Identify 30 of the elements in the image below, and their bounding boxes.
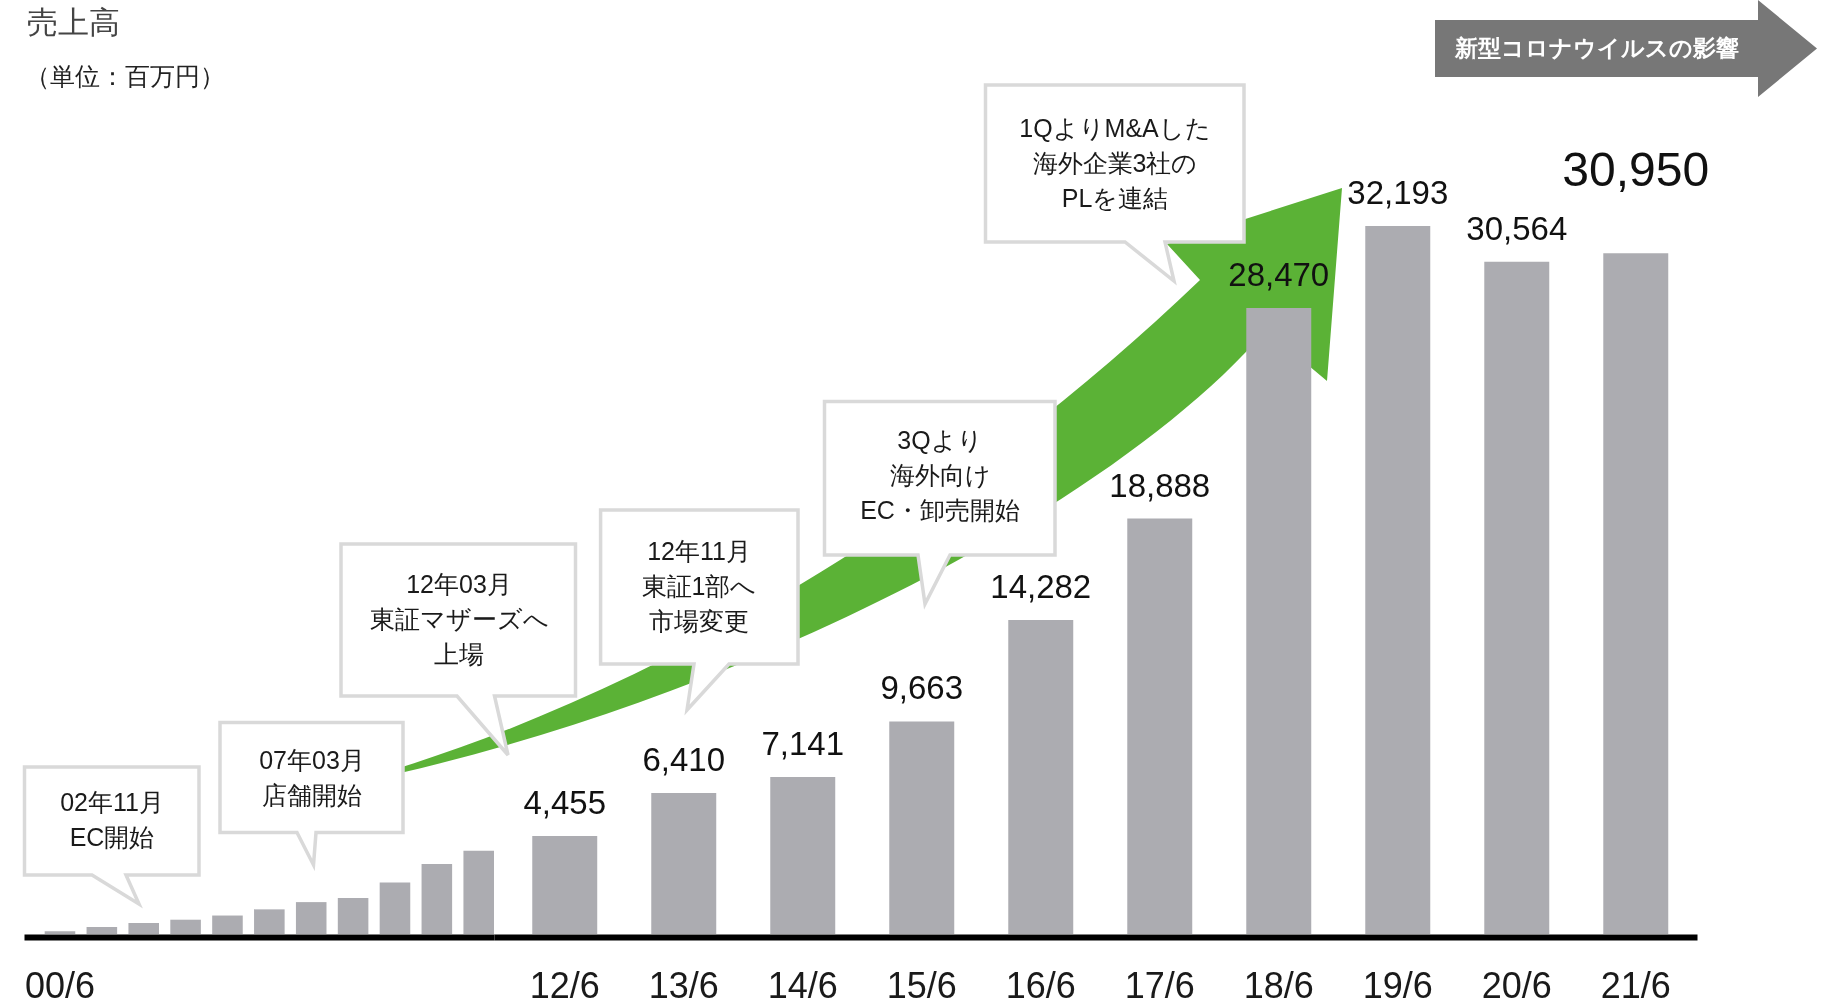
data-label: 30,564 — [1466, 209, 1568, 247]
data-label: 9,663 — [880, 669, 964, 707]
x-tick-label: 18/6 — [1243, 964, 1314, 1000]
text: 1QよりM&Aした海外企業3社のPLを連結 — [1019, 114, 1211, 212]
text: 新型コロナウイルスの影響 — [1454, 34, 1739, 61]
annotation: 12年03月東証マザーズへ上場 — [369, 570, 549, 668]
data-label: 4,455 — [523, 784, 607, 822]
x-tick-label: 17/6 — [1124, 964, 1195, 1000]
x-tick-label: 13/6 — [648, 964, 719, 1000]
x-tick-label: 00/6 — [24, 964, 96, 1000]
annotation: 07年03月店舗開始 — [259, 746, 365, 809]
x-tick-label: 19/6 — [1362, 964, 1433, 1000]
data-label: 18,888 — [1109, 466, 1211, 504]
x-tick-label: 20/6 — [1481, 964, 1552, 1000]
x-tick-label: 14/6 — [767, 964, 838, 1000]
annotation: 12年11月東証1部へ市場変更 — [641, 537, 757, 635]
data-label: 30,950 — [1562, 143, 1710, 197]
annotation: 02年11月EC開始 — [60, 788, 164, 851]
data-label: 6,410 — [642, 741, 726, 779]
x-tick-label: 15/6 — [886, 964, 957, 1000]
chart-title: 売上高 — [27, 4, 120, 40]
data-label: 7,141 — [761, 724, 845, 762]
data-label: 32,193 — [1347, 174, 1449, 211]
annotation: 3Qより海外向けEC・卸売開始 — [860, 426, 1020, 524]
x-tick-label: 12/6 — [529, 964, 600, 1000]
x-tick-label: 16/6 — [1005, 964, 1076, 1000]
chart-subtitle: （単位：百万円） — [25, 61, 225, 90]
data-label: 28,470 — [1228, 255, 1330, 293]
x-tick-label: 21/6 — [1600, 964, 1671, 1000]
data-label: 14,282 — [990, 567, 1092, 605]
